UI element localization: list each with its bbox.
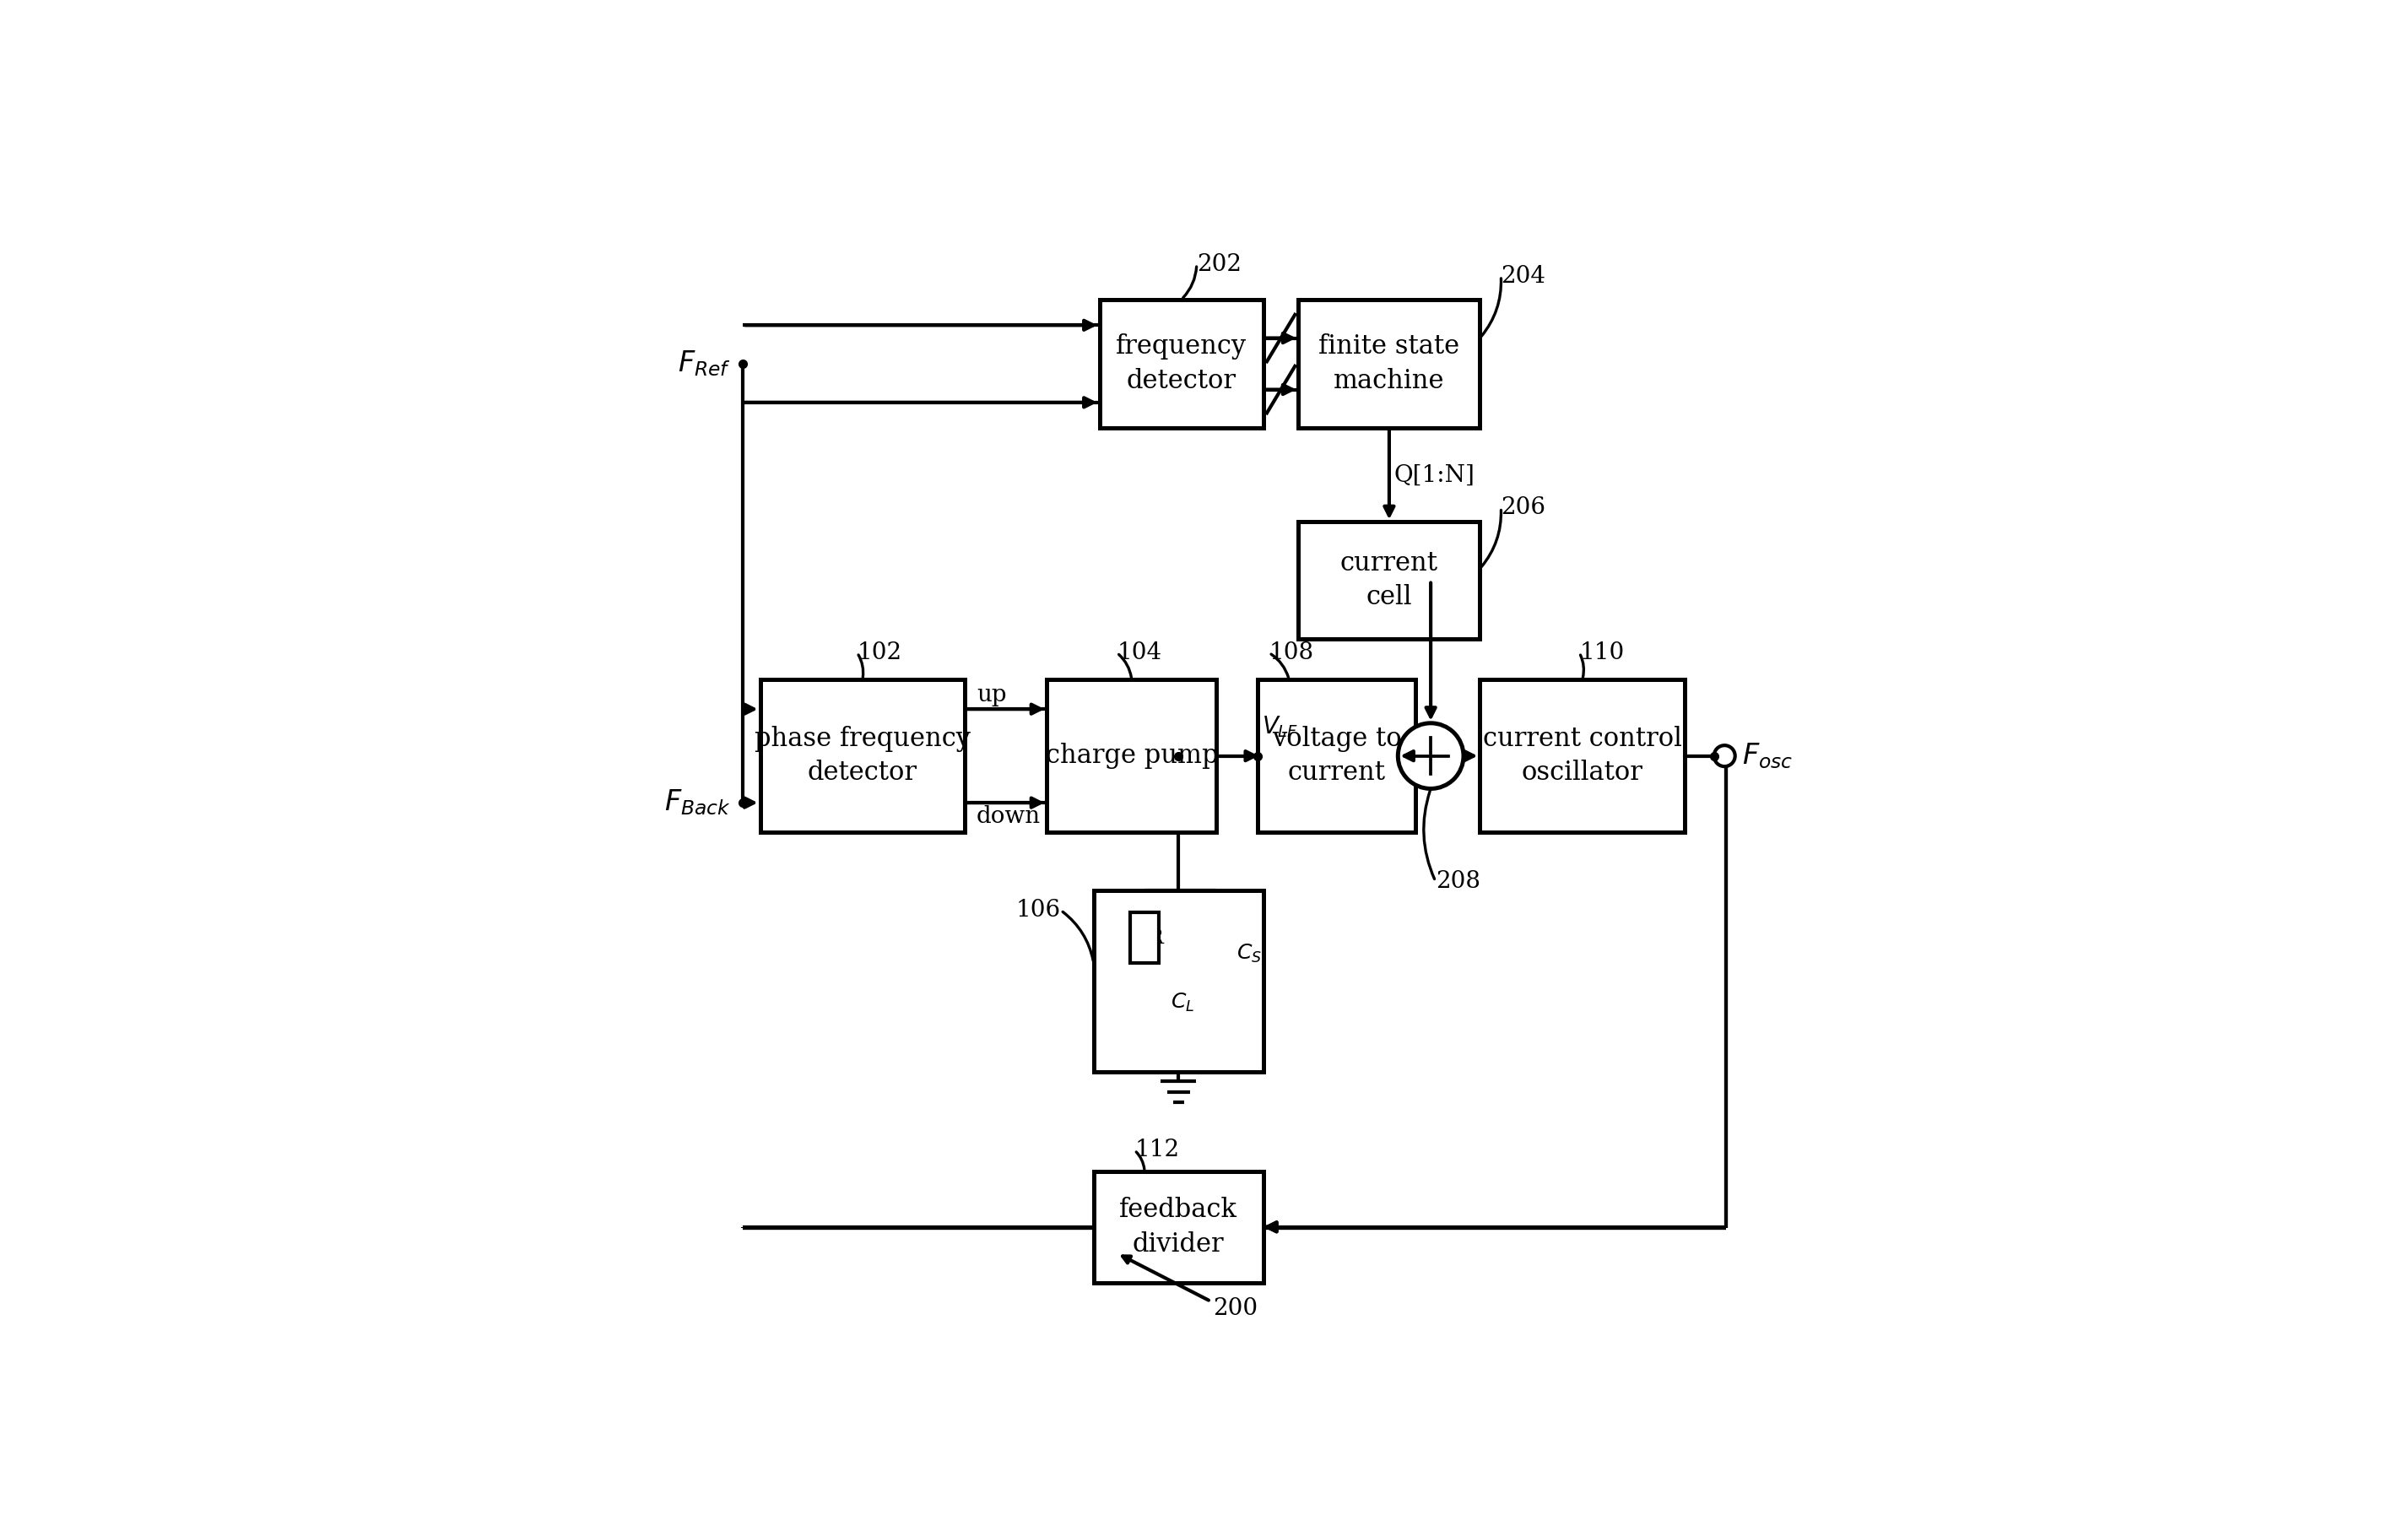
Text: 110: 110: [1580, 641, 1625, 664]
Text: up: up: [978, 684, 1007, 707]
FancyBboxPatch shape: [761, 679, 966, 831]
FancyBboxPatch shape: [1298, 299, 1481, 429]
Text: 204: 204: [1500, 264, 1546, 287]
Circle shape: [1714, 745, 1736, 766]
Text: finite state
machine: finite state machine: [1320, 333, 1459, 394]
FancyBboxPatch shape: [1093, 1172, 1264, 1283]
FancyBboxPatch shape: [1047, 679, 1216, 831]
Text: phase frequency
detector: phase frequency detector: [754, 725, 970, 786]
FancyBboxPatch shape: [1481, 679, 1686, 831]
Circle shape: [1399, 724, 1464, 789]
Text: feedback
divider: feedback divider: [1120, 1196, 1238, 1257]
Text: voltage to
current: voltage to current: [1271, 725, 1401, 786]
Text: $F_{Back}$: $F_{Back}$: [665, 787, 730, 818]
Text: current
cell: current cell: [1341, 550, 1438, 611]
FancyBboxPatch shape: [1298, 521, 1481, 638]
Text: $V_{LF}$: $V_{LF}$: [1262, 714, 1298, 739]
Text: $F_{Ref}$: $F_{Ref}$: [677, 350, 730, 378]
Text: 200: 200: [1214, 1297, 1257, 1319]
Text: 206: 206: [1500, 497, 1546, 520]
Text: 208: 208: [1435, 869, 1481, 892]
Text: 104: 104: [1117, 641, 1163, 664]
Text: down: down: [978, 806, 1040, 828]
Text: 106: 106: [1016, 898, 1062, 921]
Text: 112: 112: [1134, 1138, 1180, 1161]
Text: R: R: [1149, 927, 1163, 947]
FancyBboxPatch shape: [1100, 299, 1264, 429]
FancyBboxPatch shape: [1129, 912, 1158, 964]
FancyBboxPatch shape: [1257, 679, 1416, 831]
Text: current control
oscillator: current control oscillator: [1483, 725, 1681, 786]
Text: $C_L$: $C_L$: [1170, 993, 1194, 1014]
Text: $F_{osc}$: $F_{osc}$: [1741, 742, 1794, 771]
FancyBboxPatch shape: [1093, 891, 1264, 1072]
Text: charge pump: charge pump: [1045, 743, 1218, 769]
Text: 102: 102: [857, 641, 903, 664]
Text: 202: 202: [1197, 252, 1243, 275]
Text: Q[1:N]: Q[1:N]: [1394, 464, 1474, 486]
Text: $C_S$: $C_S$: [1238, 942, 1262, 965]
Text: 108: 108: [1269, 641, 1315, 664]
Text: frequency
detector: frequency detector: [1115, 333, 1247, 394]
